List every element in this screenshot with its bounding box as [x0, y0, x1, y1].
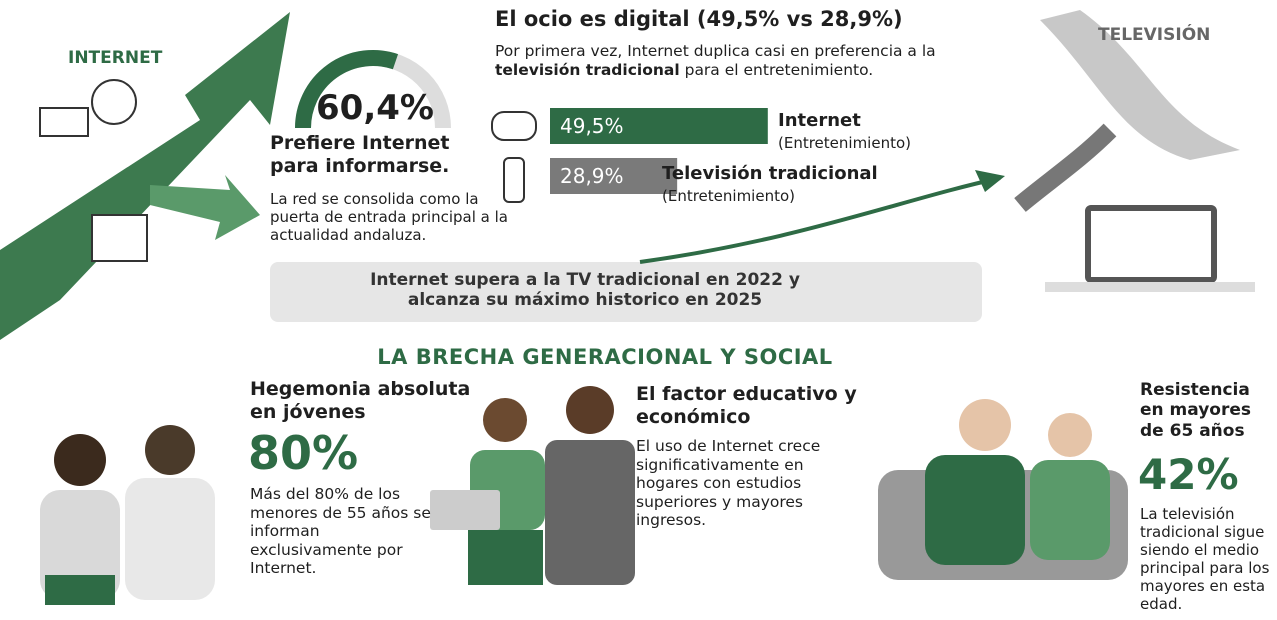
headline-subtitle: Por primera vez, Internet duplica casi e… [495, 42, 965, 79]
monitor-icon [40, 108, 88, 136]
banner-text: Internet supera a la TV tradicional en 2… [370, 270, 800, 311]
bar-name: Internet [778, 110, 861, 132]
infographic: 49,5% 28,9% INTERNET TELEVISIÓN El ocio e… [0, 0, 1277, 620]
image-icon [92, 215, 147, 261]
bar-name: Televisión tradicional [662, 163, 878, 185]
gamepad-icon [492, 112, 536, 140]
headline-title: El ocio es digital (49,5% vs 28,9%) [495, 7, 903, 32]
section-title: LA BRECHA GENERACIONAL Y SOCIAL [300, 345, 910, 370]
bar-note: (Entretenimiento) [662, 187, 795, 205]
subtitle-bold: televisión tradicional [495, 61, 680, 79]
subtitle-text: Por primera vez, Internet duplica casi e… [495, 42, 936, 60]
tv-set [1088, 208, 1214, 280]
panel-figure: 42% [1138, 450, 1239, 500]
bar-label: 28,9% [560, 164, 624, 188]
panel-text: Más del 80% de los menores de 55 años se… [250, 485, 435, 578]
gauge-value: 60,4% [316, 88, 434, 129]
panel-text: El uso de Internet crece significativame… [636, 437, 851, 530]
panel-figure: 80% [248, 426, 358, 481]
panel-title: Resistencia en mayores de 65 años [1140, 380, 1260, 441]
panel-text: La televisión tradicional sigue siendo e… [1140, 505, 1270, 613]
tv-label: TELEVISIÓN [1098, 25, 1210, 45]
bar-label: 49,5% [560, 114, 624, 138]
globe-icon [92, 80, 136, 124]
tv-stand [1045, 282, 1255, 292]
panel-title: El factor educativo y económico [636, 383, 866, 429]
informarse-title: Prefiere Internet para informarse. [270, 132, 480, 178]
subtitle-text: para el entretenimiento. [680, 61, 874, 79]
tv-down-arrow [1020, 130, 1110, 205]
internet-label: INTERNET [68, 48, 162, 68]
young-people [40, 425, 215, 605]
panel-title: Hegemonia absoluta en jóvenes [250, 378, 480, 424]
bar-note: (Entretenimiento) [778, 134, 911, 152]
informarse-text: La red se consolida como la puerta de en… [270, 190, 515, 244]
elderly-couple [878, 399, 1128, 580]
